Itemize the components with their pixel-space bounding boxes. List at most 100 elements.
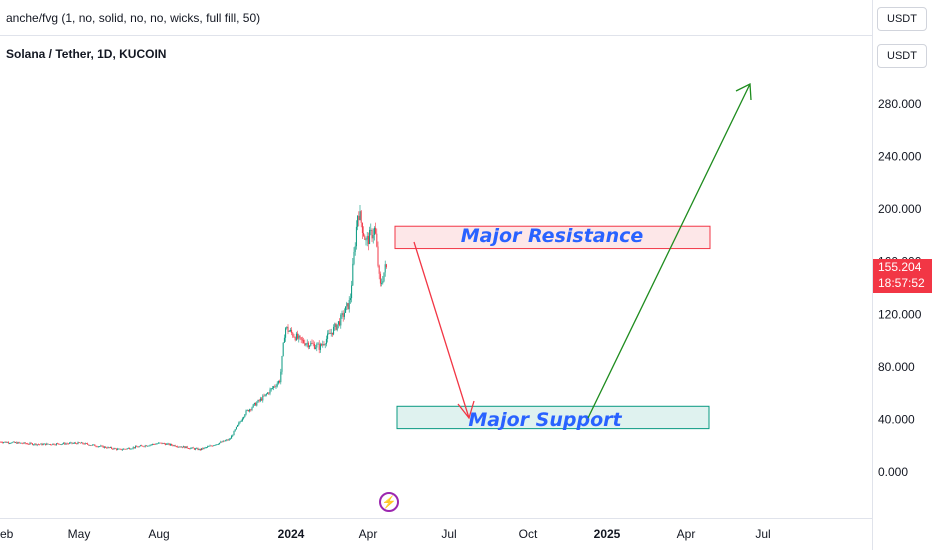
candle-body bbox=[115, 448, 117, 450]
candle-body bbox=[136, 446, 138, 447]
candle-body bbox=[343, 312, 345, 317]
last-price-tag: 155.204 18:57:52 bbox=[873, 259, 932, 293]
candle-body bbox=[141, 445, 143, 447]
candle-body bbox=[349, 298, 351, 300]
candle-body bbox=[275, 386, 277, 388]
candle-body bbox=[256, 402, 258, 406]
last-price-value: 155.204 bbox=[878, 260, 922, 274]
candle-body bbox=[346, 303, 348, 307]
candle-body bbox=[323, 344, 325, 345]
candle-body bbox=[250, 409, 252, 411]
candle-body bbox=[36, 444, 38, 446]
candle-body bbox=[231, 435, 233, 439]
candle-body bbox=[385, 264, 387, 268]
candle-body bbox=[239, 421, 241, 423]
candle-body bbox=[137, 446, 139, 448]
time-tick-label: Apr bbox=[359, 527, 378, 541]
candle-body bbox=[168, 443, 170, 446]
candle-body bbox=[186, 446, 188, 449]
symbol-title[interactable]: Solana / Tether, 1D, KUCOIN bbox=[6, 47, 167, 61]
candle-body bbox=[246, 410, 248, 411]
candle-body bbox=[384, 264, 386, 273]
down-arrow-line bbox=[413, 241, 470, 419]
candle-body bbox=[352, 263, 354, 286]
candle-body bbox=[232, 435, 234, 436]
candle-body bbox=[123, 448, 125, 450]
candle-body bbox=[185, 446, 187, 449]
price-scale-currency-button[interactable]: USDT bbox=[877, 44, 927, 68]
candle-body bbox=[371, 229, 373, 239]
candle-body bbox=[341, 313, 343, 315]
candle-body bbox=[65, 443, 67, 445]
candle-body bbox=[226, 439, 228, 441]
candle-body bbox=[147, 445, 149, 447]
candle-body bbox=[165, 443, 167, 445]
candle-body bbox=[143, 446, 145, 448]
candle-body bbox=[342, 313, 344, 317]
candle-body bbox=[27, 443, 29, 445]
up-arrow-line bbox=[587, 83, 751, 419]
candle-body bbox=[129, 447, 131, 450]
candle-body bbox=[64, 442, 66, 445]
candle-body bbox=[234, 429, 236, 431]
candle-body bbox=[214, 445, 216, 446]
candle-body bbox=[328, 333, 330, 334]
candle-body bbox=[240, 420, 242, 422]
candle-body bbox=[109, 447, 111, 448]
candle-body bbox=[289, 329, 291, 332]
candle-body bbox=[73, 442, 75, 444]
candle-body bbox=[307, 342, 309, 348]
candle-body bbox=[181, 446, 183, 448]
time-tick-label: Oct bbox=[519, 527, 538, 541]
candle-body bbox=[118, 448, 120, 450]
candle-body bbox=[195, 448, 197, 450]
candle-body bbox=[364, 235, 366, 240]
candle-body bbox=[163, 443, 165, 444]
candle-body bbox=[360, 211, 362, 223]
candle-body bbox=[17, 442, 19, 444]
candle-body bbox=[245, 410, 247, 415]
indicator-bar: anche/fvg (1, no, solid, no, no, wicks, … bbox=[0, 0, 872, 36]
candle-body bbox=[47, 443, 49, 445]
candle-body bbox=[279, 381, 281, 383]
indicator-label[interactable]: anche/fvg (1, no, solid, no, no, wicks, … bbox=[6, 11, 261, 25]
candle-body bbox=[294, 337, 296, 341]
candle-body bbox=[180, 446, 182, 448]
candle-body bbox=[43, 443, 45, 445]
candle-body bbox=[35, 443, 37, 446]
candle-body bbox=[199, 448, 201, 451]
currency-button[interactable]: USDT bbox=[877, 7, 927, 31]
candle-body bbox=[286, 326, 288, 329]
flash-icon[interactable]: ⚡ bbox=[379, 492, 399, 512]
candle-body bbox=[327, 333, 329, 339]
price-tick-label: 40.000 bbox=[878, 412, 915, 426]
candle-body bbox=[175, 446, 177, 448]
candle-body bbox=[367, 235, 369, 245]
candle-body bbox=[306, 342, 308, 344]
candle-body bbox=[111, 447, 113, 449]
candle-body bbox=[252, 404, 254, 408]
candle-body bbox=[178, 446, 180, 448]
candle-body bbox=[107, 447, 109, 449]
candle-body bbox=[40, 443, 42, 445]
candle-body bbox=[7, 442, 9, 444]
candle-body bbox=[58, 443, 60, 445]
candle-body bbox=[95, 446, 97, 447]
candle-body bbox=[336, 324, 338, 330]
candle-body bbox=[301, 339, 303, 341]
candle-body bbox=[100, 445, 102, 447]
candle-body bbox=[369, 229, 371, 245]
candle-body bbox=[39, 444, 41, 446]
candle-body bbox=[114, 448, 116, 449]
candle-body bbox=[144, 445, 146, 447]
candle-body bbox=[287, 326, 289, 332]
candle-body bbox=[60, 444, 62, 445]
candle-body bbox=[0, 441, 2, 443]
candle-body bbox=[22, 443, 24, 445]
candle-body bbox=[11, 442, 13, 444]
time-tick-label: eb bbox=[0, 527, 14, 541]
candle-body bbox=[183, 446, 185, 448]
candle-body bbox=[193, 448, 195, 450]
price-tick-label: 0.000 bbox=[878, 465, 908, 479]
